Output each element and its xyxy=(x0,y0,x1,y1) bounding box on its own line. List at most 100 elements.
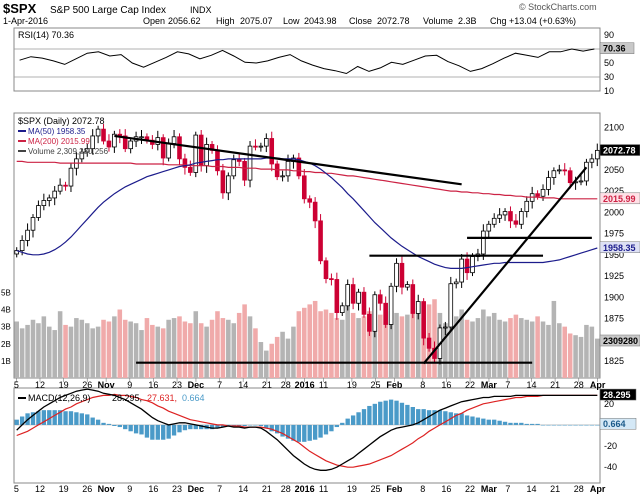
candle xyxy=(122,129,128,153)
macd-hist-bar xyxy=(432,410,437,425)
x-tick-Mar: Mar xyxy=(481,380,498,390)
x-tick-bottom-19: 19 xyxy=(59,484,69,494)
macd-tag-text: 28.295 xyxy=(603,390,631,400)
candle xyxy=(57,178,63,195)
candle xyxy=(253,139,258,151)
macd-hist-bar xyxy=(264,424,269,429)
candle-body xyxy=(551,170,557,178)
candle-body xyxy=(112,133,117,148)
macd-hist-bar xyxy=(128,424,133,432)
macd-hist-bar xyxy=(296,424,302,442)
exchange: INDX xyxy=(190,5,212,15)
macd-hist-bar xyxy=(470,416,475,425)
legend-entry: MA(200) 2015.99 xyxy=(28,137,90,146)
low-label: Low xyxy=(283,16,300,26)
candle-body xyxy=(383,302,388,325)
volume-tick-1B: 1B xyxy=(1,357,11,366)
macd-hist-bar xyxy=(117,424,122,428)
x-tick-bottom-25: 25 xyxy=(371,484,381,494)
macd-hist-bar xyxy=(378,401,383,425)
candle-body xyxy=(584,161,589,182)
volume-bar xyxy=(497,319,502,378)
x-tick-bottom-12: 12 xyxy=(35,484,45,494)
candle-body xyxy=(356,291,361,304)
candle-body xyxy=(372,294,378,332)
volume-bar xyxy=(432,299,437,378)
volume-bar xyxy=(540,321,546,378)
x-tick-bottom-14: 14 xyxy=(238,484,248,494)
volume-bar xyxy=(318,311,323,378)
candle xyxy=(264,133,269,153)
x-tick-11: 11 xyxy=(319,380,328,390)
chart-header: $SPX S&P 500 Large Cap Index INDX © Stoc… xyxy=(3,1,597,26)
candle xyxy=(323,257,329,284)
macd-hist-bar xyxy=(193,424,198,430)
volume-bar xyxy=(481,309,486,378)
macd-tick--40: -40 xyxy=(604,462,617,472)
trend-line xyxy=(422,166,588,365)
volume-bar xyxy=(312,300,318,378)
candle-body xyxy=(139,136,144,139)
volume-bar xyxy=(285,338,291,378)
candle-body xyxy=(546,177,551,190)
price-tick-1925: 1925 xyxy=(604,271,624,281)
candle-body xyxy=(453,281,459,285)
candle-body xyxy=(242,161,247,181)
macd-hist-bar xyxy=(307,424,312,441)
macd-tag: 28.295 xyxy=(599,388,637,401)
x-tick-bottom-16: 16 xyxy=(148,484,158,494)
open-value: 2056.62 xyxy=(168,16,201,26)
candle xyxy=(258,142,264,152)
candle-body xyxy=(540,189,546,197)
candle-body xyxy=(394,262,399,287)
x-tick-bottom-19: 19 xyxy=(347,484,357,494)
volume-bar xyxy=(74,318,79,378)
macd-hist-bar xyxy=(437,410,443,425)
candle xyxy=(46,194,52,207)
candle-body xyxy=(30,217,36,231)
candle xyxy=(301,169,307,204)
candle xyxy=(95,125,101,144)
close-tag-text: 2072.78 xyxy=(603,146,636,156)
candle xyxy=(388,282,394,330)
candle xyxy=(589,153,595,169)
volume-bar xyxy=(578,336,584,378)
macd-hist-bar xyxy=(540,424,546,426)
x-tick-26: 26 xyxy=(82,380,92,390)
candle xyxy=(584,158,589,186)
candle-body xyxy=(535,193,540,197)
candle xyxy=(415,294,421,320)
volume-bar xyxy=(296,311,302,378)
macd-hist-bar xyxy=(106,423,112,425)
trend-line xyxy=(114,134,462,186)
ma50-tag-box xyxy=(599,241,640,254)
volume-bar xyxy=(204,326,209,378)
candle xyxy=(551,167,557,185)
macd-hist-bar xyxy=(519,422,524,425)
volume-bar xyxy=(595,338,600,378)
volume-bar xyxy=(90,328,95,378)
x-tick-8: 8 xyxy=(420,380,425,390)
legend-entry: MA(50) 1958.35 xyxy=(28,127,86,136)
volume-bar xyxy=(361,316,367,378)
candle-body xyxy=(502,211,508,216)
volume-bar xyxy=(247,316,253,378)
price-tick-1875: 1875 xyxy=(604,314,624,324)
price-tick-2100: 2100 xyxy=(604,122,624,132)
candle xyxy=(280,170,285,182)
volume-bar xyxy=(188,323,193,378)
volume-bar xyxy=(171,318,177,378)
volume-bar xyxy=(30,319,36,378)
macd-signal-line xyxy=(16,393,598,468)
x-tick-21: 21 xyxy=(550,380,560,390)
rsi-tick-10: 10 xyxy=(604,86,614,96)
candle-body xyxy=(198,134,204,167)
volume-bar xyxy=(274,336,280,378)
macd-hist-bar xyxy=(166,424,171,439)
volume-bar xyxy=(334,318,340,378)
candle xyxy=(481,224,486,260)
candle xyxy=(139,129,144,145)
legend-entry: Volume 2,309,280,256 xyxy=(28,147,109,156)
candle-body xyxy=(388,285,394,325)
rsi-tag: 70.36 xyxy=(599,42,635,54)
